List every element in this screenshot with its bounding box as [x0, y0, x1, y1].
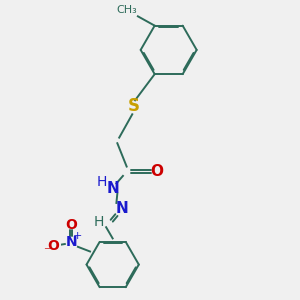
Text: O: O	[47, 239, 58, 253]
Text: N: N	[66, 235, 77, 249]
Text: S: S	[128, 97, 140, 115]
Text: H: H	[96, 176, 107, 189]
Text: ⁻: ⁻	[44, 245, 51, 260]
Text: O: O	[65, 218, 77, 233]
Text: CH₃: CH₃	[116, 5, 137, 15]
Text: H: H	[94, 214, 104, 229]
Text: O: O	[150, 164, 163, 179]
Text: N: N	[116, 201, 128, 216]
Text: +: +	[73, 231, 83, 241]
Text: N: N	[106, 181, 119, 196]
